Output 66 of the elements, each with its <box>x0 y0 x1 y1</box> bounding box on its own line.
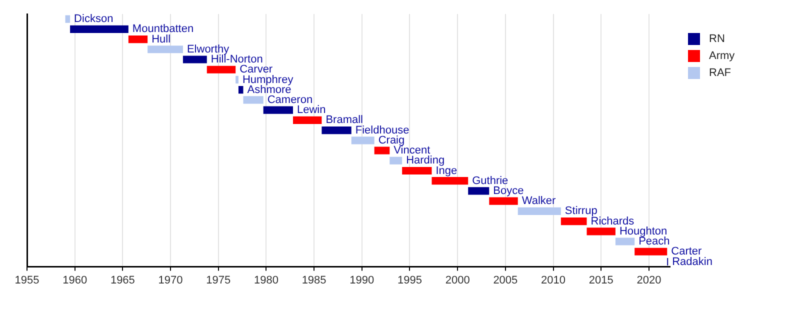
bar <box>128 35 148 44</box>
bar <box>489 197 518 205</box>
y-tick-label: Radakin <box>672 256 712 268</box>
y-tick-label: Hill-Norton <box>210 54 263 66</box>
bar <box>322 126 352 134</box>
legend-label: RN <box>709 33 725 46</box>
x-tick-label: 1995 <box>397 274 422 286</box>
y-tick-label: Houghton <box>619 225 668 238</box>
bar <box>182 56 207 64</box>
y-tick-label: Elworthy <box>186 43 230 56</box>
bar <box>243 96 264 104</box>
bar <box>351 136 374 144</box>
bar <box>615 238 635 246</box>
y-tick-label: Humphrey <box>242 74 294 86</box>
y-tick-label: Inge <box>436 164 458 177</box>
x-tick-label: 1970 <box>158 274 183 286</box>
y-tick-label: Boyce <box>493 184 524 197</box>
y-tick-label: Carter <box>671 246 702 258</box>
x-tick-label: 1965 <box>110 274 135 286</box>
y-tick-label: Walker <box>522 195 556 208</box>
bar <box>238 86 244 94</box>
bar <box>263 106 294 114</box>
y-tick-label: Fieldhouse <box>355 124 410 136</box>
y-tick-label: Craig <box>378 134 405 146</box>
bar <box>390 156 402 164</box>
x-tick-label: 2020 <box>636 274 662 286</box>
y-tick-label: Peach <box>638 236 670 248</box>
x-tick-label: 1980 <box>254 274 278 286</box>
bar <box>293 116 322 124</box>
x-tick-label: 2005 <box>493 274 518 286</box>
x-tick-label: 2010 <box>541 274 566 286</box>
bar <box>586 228 616 236</box>
bar <box>70 25 128 33</box>
y-tick-label: Ashmore <box>247 84 292 96</box>
y-tick-label: Hull <box>152 33 171 46</box>
bar <box>206 66 236 74</box>
y-tick-label: Stirrup <box>564 205 598 218</box>
x-tick-label: 1990 <box>350 274 374 286</box>
legend-label: Army <box>709 50 736 62</box>
y-tick-label: Bramall <box>326 114 364 126</box>
x-tick-label: 2000 <box>445 274 470 286</box>
bar <box>634 248 668 256</box>
x-tick-label: 1960 <box>62 274 88 286</box>
y-tick-label: Mountbatten <box>132 23 194 36</box>
bar <box>560 218 587 226</box>
x-tick-label: 1955 <box>14 274 40 286</box>
bar <box>236 76 238 84</box>
y-tick-label: Richards <box>590 215 635 228</box>
y-tick-label: Lewin <box>297 104 326 116</box>
y-tick-label: Guthrie <box>472 174 508 187</box>
y-tick-label: Dickson <box>74 13 114 26</box>
bar <box>518 207 561 215</box>
bar <box>65 15 70 23</box>
x-tick-label: 2015 <box>588 274 614 286</box>
x-tick-label: 1975 <box>206 274 231 286</box>
legend-label: RAF <box>709 67 732 80</box>
x-tick-label: 1985 <box>302 274 326 286</box>
bar <box>432 177 468 185</box>
y-tick-label: Cameron <box>267 94 313 106</box>
y-tick-label: Harding <box>406 154 445 167</box>
bar <box>468 187 490 195</box>
bar <box>402 166 432 175</box>
y-tick-label: Carver <box>240 64 273 76</box>
y-tick-label: Vincent <box>394 144 430 157</box>
bar <box>148 46 183 54</box>
bar <box>374 146 390 154</box>
